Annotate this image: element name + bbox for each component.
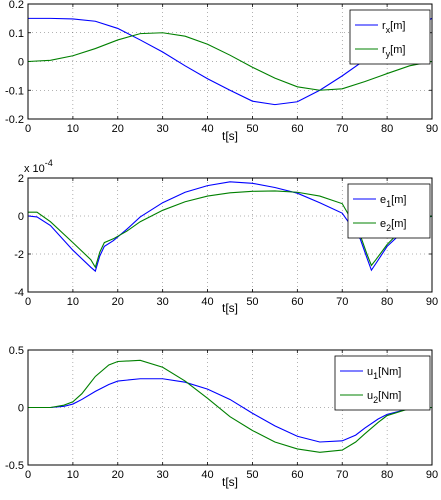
legend-entry-unit: [m]: [390, 44, 405, 56]
legend: rx[m]ry[m]: [349, 9, 431, 65]
x-axis-label: t[s]: [222, 301, 238, 315]
series-line-ry: [28, 32, 432, 91]
x-tick-label: 0: [25, 123, 31, 135]
legend-entry: u2[Nm]: [367, 390, 401, 405]
x-tick-label: 20: [112, 469, 124, 481]
subplot-3: 0 10 20 30 40 50 60 70 80 90-0.500.5t[s]u1[Nm]u2[…: [5, 345, 438, 489]
y-tick-label: -0.5: [5, 460, 24, 472]
y-tick-label: 0.1: [9, 28, 24, 40]
legend-entry-subscript: x: [386, 25, 391, 35]
legend-entry-unit: [m]: [391, 194, 406, 206]
x-tick-label: 80: [381, 469, 393, 481]
legend-box: [334, 355, 431, 411]
y-tick-label: 0: [18, 57, 24, 69]
axis-multiplier: x 10-4: [24, 158, 53, 175]
x-axis-label: t[s]: [222, 129, 238, 143]
x-tick-label: 50: [246, 123, 258, 135]
x-tick-label: 30: [157, 123, 169, 135]
x-tick-label: 50: [246, 469, 258, 481]
series-line-u1: [28, 378, 432, 443]
x-tick-label: 60: [291, 469, 303, 481]
x-tick-label: 60: [291, 296, 303, 308]
legend-entry-subscript: 2: [373, 395, 378, 405]
legend-entry: u1[Nm]: [367, 366, 401, 381]
x-tick-label: 80: [381, 296, 393, 308]
series-line-u2: [28, 359, 432, 453]
multiplier-exponent: -4: [45, 158, 53, 168]
y-tick-label: -0.1: [5, 85, 24, 97]
y-tick-label: 2: [18, 173, 24, 185]
x-tick-label: 40: [201, 123, 213, 135]
y-tick-label: 0.2: [9, 0, 24, 11]
x-tick-label: 50: [246, 296, 258, 308]
y-tick-label: -4: [14, 287, 24, 299]
legend-entry-subscript: y: [386, 49, 391, 59]
y-tick-label: -2: [14, 249, 24, 261]
multiplier-base: x 10: [24, 163, 45, 175]
x-tick-label: 70: [336, 469, 348, 481]
plots-container: 0 10 20 30 40 50 60 70 80 90-0.2-0.100.10.2t[s]rx…: [5, 0, 438, 489]
legend-entry-main: e: [380, 218, 386, 230]
axes-frame: [27, 349, 433, 466]
legend-box: [349, 9, 431, 65]
legend-entry: e2[m]: [380, 218, 406, 233]
series-line-e1: [28, 181, 432, 273]
legend-entry: e1[m]: [380, 194, 406, 209]
legend-entry-main: u: [367, 390, 373, 402]
x-tick-label: 10: [67, 469, 79, 481]
legend-entry: rx[m]: [382, 20, 405, 35]
x-tick-label: 90: [426, 296, 438, 308]
x-tick-label: 90: [426, 469, 438, 481]
x-tick-label: 40: [201, 296, 213, 308]
x-tick-label: 60: [291, 123, 303, 135]
legend-entry-main: u: [367, 366, 373, 378]
y-tick-label: -0.2: [5, 114, 24, 126]
legend: e1[m]e2[m]: [347, 183, 431, 239]
x-tick-label: 10: [67, 296, 79, 308]
legend-entry-subscript: 1: [386, 199, 391, 209]
legend-box: [347, 183, 431, 239]
legend-entry-main: r: [382, 44, 386, 56]
x-tick-label: 70: [336, 296, 348, 308]
legend-entry: ry[m]: [382, 44, 405, 59]
x-tick-label: 30: [157, 296, 169, 308]
legend: u1[Nm]u2[Nm]: [334, 355, 431, 411]
legend-entry-unit: [m]: [391, 218, 406, 230]
x-tick-label: 30: [157, 469, 169, 481]
y-tick-label: 0.5: [9, 345, 24, 357]
x-axis-label: t[s]: [222, 475, 238, 489]
x-tick-label: 80: [381, 123, 393, 135]
legend-entry-unit: [m]: [390, 20, 405, 32]
subplot-1: 0 10 20 30 40 50 60 70 80 90 -0.2 -0.1 0 0.1 0.2 t[s] rx…: [5, 0, 438, 143]
x-tick-label: 40: [201, 469, 213, 481]
axes-frame: [27, 3, 433, 120]
legend-entry-main: r: [382, 20, 386, 32]
legend-entry-unit: [Nm]: [378, 366, 401, 378]
x-tick-label: 20: [112, 123, 124, 135]
legend-entry-main: e: [380, 194, 386, 206]
x-tick-label: 0: [25, 296, 31, 308]
legend-entry-subscript: 2: [386, 223, 391, 233]
x-tick-label: 20: [112, 296, 124, 308]
series-line-e2: [28, 190, 432, 269]
x-tick-label: 10: [67, 123, 79, 135]
x-tick-label: 90: [426, 123, 438, 135]
y-tick-label: 0: [18, 211, 24, 223]
y-tick-label: 0: [18, 403, 24, 415]
axes-frame: [27, 177, 433, 293]
legend-entry-unit: [Nm]: [378, 390, 401, 402]
legend-entry-subscript: 1: [373, 371, 378, 381]
x-tick-label: 70: [336, 123, 348, 135]
x-tick-label: 0: [25, 469, 31, 481]
